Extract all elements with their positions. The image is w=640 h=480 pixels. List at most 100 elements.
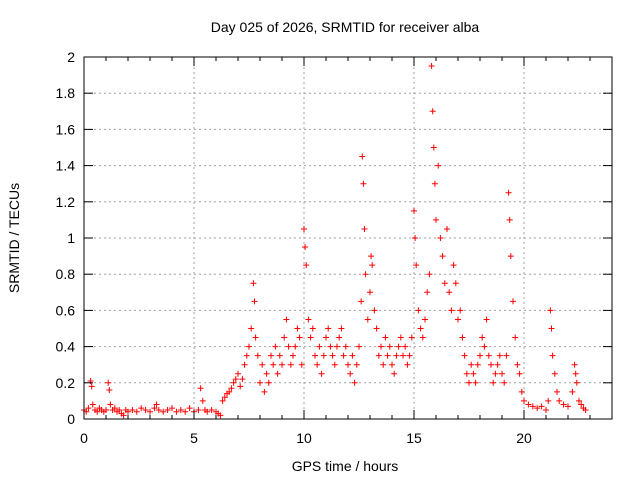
data-point	[316, 343, 323, 350]
data-point	[232, 376, 239, 383]
data-point	[479, 334, 486, 341]
data-point	[483, 316, 490, 323]
data-point	[371, 307, 378, 314]
data-point	[301, 225, 307, 232]
data-point	[463, 370, 470, 377]
data-point	[197, 385, 204, 392]
data-point	[353, 361, 360, 368]
data-point	[543, 406, 549, 413]
data-point	[106, 387, 113, 394]
data-point	[529, 403, 536, 410]
data-point	[448, 307, 455, 314]
data-point	[450, 262, 457, 269]
data-point	[424, 289, 431, 296]
data-point	[501, 379, 508, 386]
data-point	[545, 397, 552, 404]
data-point	[560, 401, 567, 408]
data-point	[345, 361, 351, 368]
data-point	[204, 408, 211, 415]
axis-tick-labels: 00.20.40.60.811.21.41.61.820 5 10 15 20	[56, 49, 532, 446]
data-point	[499, 370, 505, 377]
data-point	[391, 370, 398, 377]
data-point	[325, 325, 332, 332]
data-point	[518, 388, 525, 395]
data-point	[459, 334, 466, 341]
data-point	[305, 316, 312, 323]
data-point	[283, 316, 290, 323]
data-point	[251, 298, 258, 305]
data-point	[153, 401, 160, 408]
data-point	[129, 406, 136, 413]
data-point	[334, 343, 340, 350]
data-point	[400, 352, 406, 359]
data-point	[485, 352, 492, 359]
data-point	[151, 405, 158, 412]
data-point	[254, 352, 261, 359]
data-point	[433, 216, 439, 223]
data-point	[368, 253, 375, 260]
data-point	[397, 334, 404, 341]
y-tick-label: 1.6	[56, 121, 76, 137]
data-point	[576, 397, 582, 404]
data-point	[347, 370, 354, 377]
data-point	[534, 405, 541, 412]
data-point	[358, 298, 365, 305]
data-point	[435, 162, 442, 169]
data-point	[138, 405, 145, 412]
data-point	[382, 334, 389, 341]
data-point	[494, 361, 501, 368]
data-point	[492, 370, 499, 377]
data-point	[290, 352, 296, 359]
data-point	[314, 361, 321, 368]
data-point	[252, 334, 259, 341]
data-point	[320, 352, 327, 359]
data-point	[219, 397, 226, 404]
data-point	[279, 361, 285, 368]
data-point	[208, 406, 215, 413]
data-point	[373, 325, 380, 332]
y-tick-label: 1.2	[56, 194, 76, 210]
data-point	[142, 406, 149, 413]
data-point	[380, 361, 387, 368]
data-point	[107, 401, 114, 408]
data-point	[103, 406, 109, 413]
data-point	[125, 408, 131, 415]
data-point	[514, 361, 521, 368]
data-point	[496, 352, 503, 359]
data-point	[488, 361, 494, 368]
data-point	[331, 361, 338, 368]
data-point	[243, 352, 250, 359]
data-point	[429, 108, 436, 115]
data-point	[226, 388, 233, 395]
data-point	[393, 352, 400, 359]
data-point	[263, 370, 270, 377]
data-point	[404, 361, 411, 368]
data-point	[309, 325, 316, 332]
data-point	[155, 406, 162, 413]
data-point	[408, 334, 415, 341]
data-point	[516, 370, 523, 377]
data-point	[439, 253, 446, 260]
data-point	[270, 361, 277, 368]
data-point	[466, 379, 472, 386]
data-point	[111, 405, 118, 412]
data-point	[419, 334, 426, 341]
x-tick-label: 0	[80, 430, 88, 446]
data-point	[360, 180, 367, 187]
data-point	[573, 379, 580, 386]
data-point	[94, 408, 101, 415]
data-point	[303, 262, 310, 269]
data-point	[169, 405, 175, 412]
data-point	[506, 216, 513, 223]
data-point	[302, 244, 309, 251]
data-point	[548, 325, 555, 332]
data-point	[474, 361, 481, 368]
data-point	[116, 406, 123, 413]
data-point	[287, 361, 294, 368]
data-point	[265, 379, 272, 386]
data-point	[367, 289, 373, 296]
data-point	[512, 334, 519, 341]
data-point	[472, 379, 479, 386]
data-point	[246, 343, 252, 350]
